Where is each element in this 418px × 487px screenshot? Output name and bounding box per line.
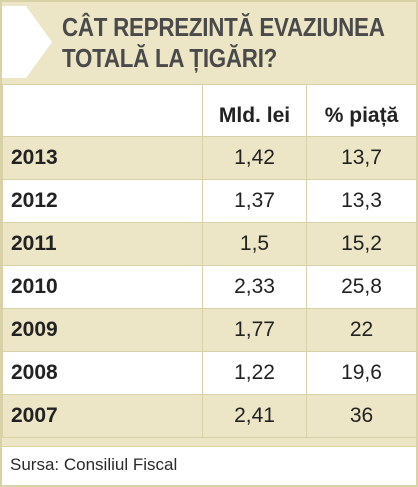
mld-lei-cell: 1,37 (202, 179, 307, 223)
mld-lei-cell: 1,22 (202, 351, 307, 395)
table-row: 2008 1,22 19,6 (2, 351, 417, 395)
title-line-1: CÂT REPREZINTĂ EVAZIUNEA (62, 12, 385, 42)
header-cell-empty (2, 84, 203, 137)
pct-piata-cell: 19,6 (306, 351, 417, 395)
title-line-2: TOTALĂ LA ȚIGĂRI? (62, 43, 278, 73)
table-row: 2012 1,37 13,3 (2, 179, 417, 223)
arrow-icon (2, 6, 52, 78)
year-cell: 2008 (2, 351, 203, 395)
year-cell: 2007 (2, 394, 203, 438)
pct-piata-cell: 36 (306, 394, 417, 438)
year-cell: 2009 (2, 308, 203, 352)
data-table: Mld. lei % piață 2013 1,42 13,7 2012 1,3… (2, 84, 417, 438)
source-note: Sursa: Consiliul Fiscal (2, 446, 416, 485)
header: CÂT REPREZINTĂ EVAZIUNEA TOTALĂ LA ȚIGĂR… (2, 2, 416, 84)
year-cell: 2010 (2, 265, 203, 309)
year-cell: 2013 (2, 136, 203, 180)
year-cell: 2012 (2, 179, 203, 223)
table-row: 2013 1,42 13,7 (2, 136, 417, 180)
year-cell: 2011 (2, 222, 203, 266)
table-header-row: Mld. lei % piață (2, 84, 417, 137)
pct-piata-cell: 13,3 (306, 179, 417, 223)
table-row: 2011 1,5 15,2 (2, 222, 417, 266)
table-row: 2007 2,41 36 (2, 394, 417, 438)
pct-piata-cell: 22 (306, 308, 417, 352)
table-row: 2009 1,77 22 (2, 308, 417, 352)
table-row: 2010 2,33 25,8 (2, 265, 417, 309)
column-header-pct-piata: % piață (306, 84, 417, 137)
mld-lei-cell: 2,41 (202, 394, 307, 438)
mld-lei-cell: 1,5 (202, 222, 307, 266)
pct-piata-cell: 25,8 (306, 265, 417, 309)
page-title: CÂT REPREZINTĂ EVAZIUNEA TOTALĂ LA ȚIGĂR… (62, 12, 385, 74)
pct-piata-cell: 15,2 (306, 222, 417, 266)
pct-piata-cell: 13,7 (306, 136, 417, 180)
mld-lei-cell: 1,42 (202, 136, 307, 180)
column-header-mld-lei: Mld. lei (202, 84, 307, 137)
mld-lei-cell: 2,33 (202, 265, 307, 309)
mld-lei-cell: 1,77 (202, 308, 307, 352)
